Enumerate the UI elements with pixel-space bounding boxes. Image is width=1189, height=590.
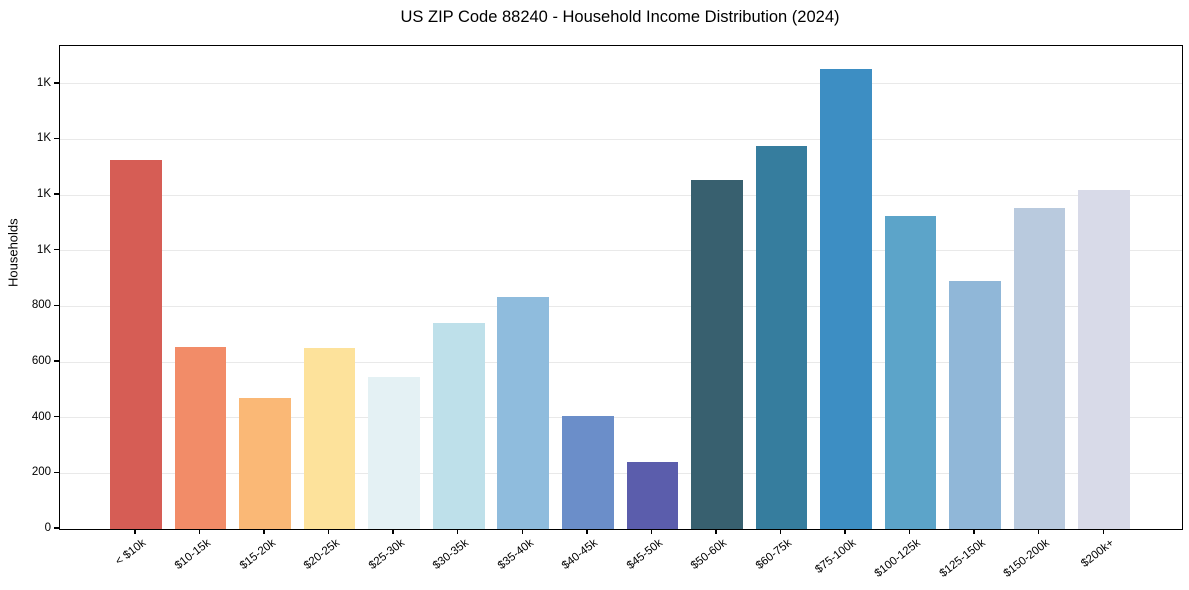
y-tick-label: 0 xyxy=(44,522,51,534)
y-tick-label: 1K xyxy=(36,243,51,256)
x-tick-label: < $10k xyxy=(113,537,149,568)
y-tick-mark xyxy=(54,193,59,195)
x-tick-mark xyxy=(650,529,653,535)
bar-125-150k xyxy=(949,281,1001,529)
x-tick-mark xyxy=(521,529,523,535)
x-tick-label: $10-15k xyxy=(172,537,213,573)
x-tick-mark xyxy=(844,529,846,535)
x-tick-label: $150-200k xyxy=(1001,537,1053,580)
y-tick-label: 1K xyxy=(36,132,51,145)
y-tick-mark xyxy=(54,527,59,529)
bar-40-45k xyxy=(562,416,614,529)
x-tick-label: $75-100k xyxy=(813,537,859,576)
y-tick-mark xyxy=(54,471,59,474)
y-tick-mark xyxy=(54,249,59,251)
x-tick-label: $20-25k xyxy=(301,537,343,573)
x-tick-mark xyxy=(134,529,136,535)
bar-35-40k xyxy=(497,296,550,529)
gridline xyxy=(60,361,1182,363)
bar-25-30k xyxy=(368,377,420,529)
y-tick-label: 1K xyxy=(36,76,51,89)
plot-area xyxy=(59,45,1183,530)
x-tick-label: $40-45k xyxy=(560,537,601,573)
chart-title: US ZIP Code 88240 - Household Income Dis… xyxy=(400,8,840,26)
x-tick-mark xyxy=(327,529,330,535)
x-tick-mark xyxy=(1102,529,1104,535)
gridline xyxy=(60,194,1182,196)
bar-150-200k xyxy=(1013,207,1066,529)
gridline xyxy=(60,250,1182,252)
x-tick-mark xyxy=(779,529,782,535)
x-tick-label: $100-125k xyxy=(872,537,923,580)
gridline xyxy=(60,305,1182,307)
y-tick-mark xyxy=(54,360,59,362)
y-tick-label: 1K xyxy=(36,188,51,201)
x-tick-mark xyxy=(715,529,717,535)
x-tick-mark xyxy=(1037,529,1040,535)
y-tick-mark xyxy=(54,304,59,307)
x-tick-label: $15-20k xyxy=(237,537,278,573)
y-tick-label: 800 xyxy=(31,299,51,312)
x-tick-mark xyxy=(198,529,201,535)
x-tick-label: $200k+ xyxy=(1079,537,1117,570)
bar-45-50k xyxy=(626,462,679,529)
x-tick-mark xyxy=(263,529,265,535)
y-tick-label: 400 xyxy=(31,410,51,423)
x-tick-label: $125-150k xyxy=(937,537,988,580)
bar-200k xyxy=(1078,189,1131,529)
gridline xyxy=(60,472,1182,474)
gridline xyxy=(60,83,1182,85)
bar-10k xyxy=(110,160,162,529)
gridline xyxy=(60,417,1182,419)
bar-20-25k xyxy=(303,348,356,529)
x-tick-label: $25-30k xyxy=(366,537,407,573)
bar-50-60k xyxy=(691,179,743,529)
y-tick-mark xyxy=(54,82,59,84)
bar-100-125k xyxy=(884,216,937,529)
x-tick-mark xyxy=(973,529,975,535)
x-tick-label: $30-35k xyxy=(430,537,472,573)
x-tick-mark xyxy=(586,529,588,535)
x-tick-mark xyxy=(457,529,459,535)
x-tick-mark xyxy=(392,529,394,535)
bar-60-75k xyxy=(755,146,808,529)
y-tick-label: 200 xyxy=(31,466,51,479)
bar-30-35k xyxy=(432,323,485,529)
y-tick-mark xyxy=(54,137,59,140)
x-tick-label: $60-75k xyxy=(753,537,794,573)
bar-10-15k xyxy=(174,346,227,529)
x-tick-mark xyxy=(908,529,911,535)
x-tick-label: $35-40k xyxy=(495,537,536,573)
x-tick-label: $50-60k xyxy=(689,537,730,573)
y-tick-mark xyxy=(54,416,59,418)
gridline xyxy=(60,138,1182,140)
x-tick-label: $45-50k xyxy=(624,537,665,573)
bar-15-20k xyxy=(239,398,291,529)
bar-75-100k xyxy=(820,68,872,529)
y-tick-label: 600 xyxy=(31,355,51,368)
